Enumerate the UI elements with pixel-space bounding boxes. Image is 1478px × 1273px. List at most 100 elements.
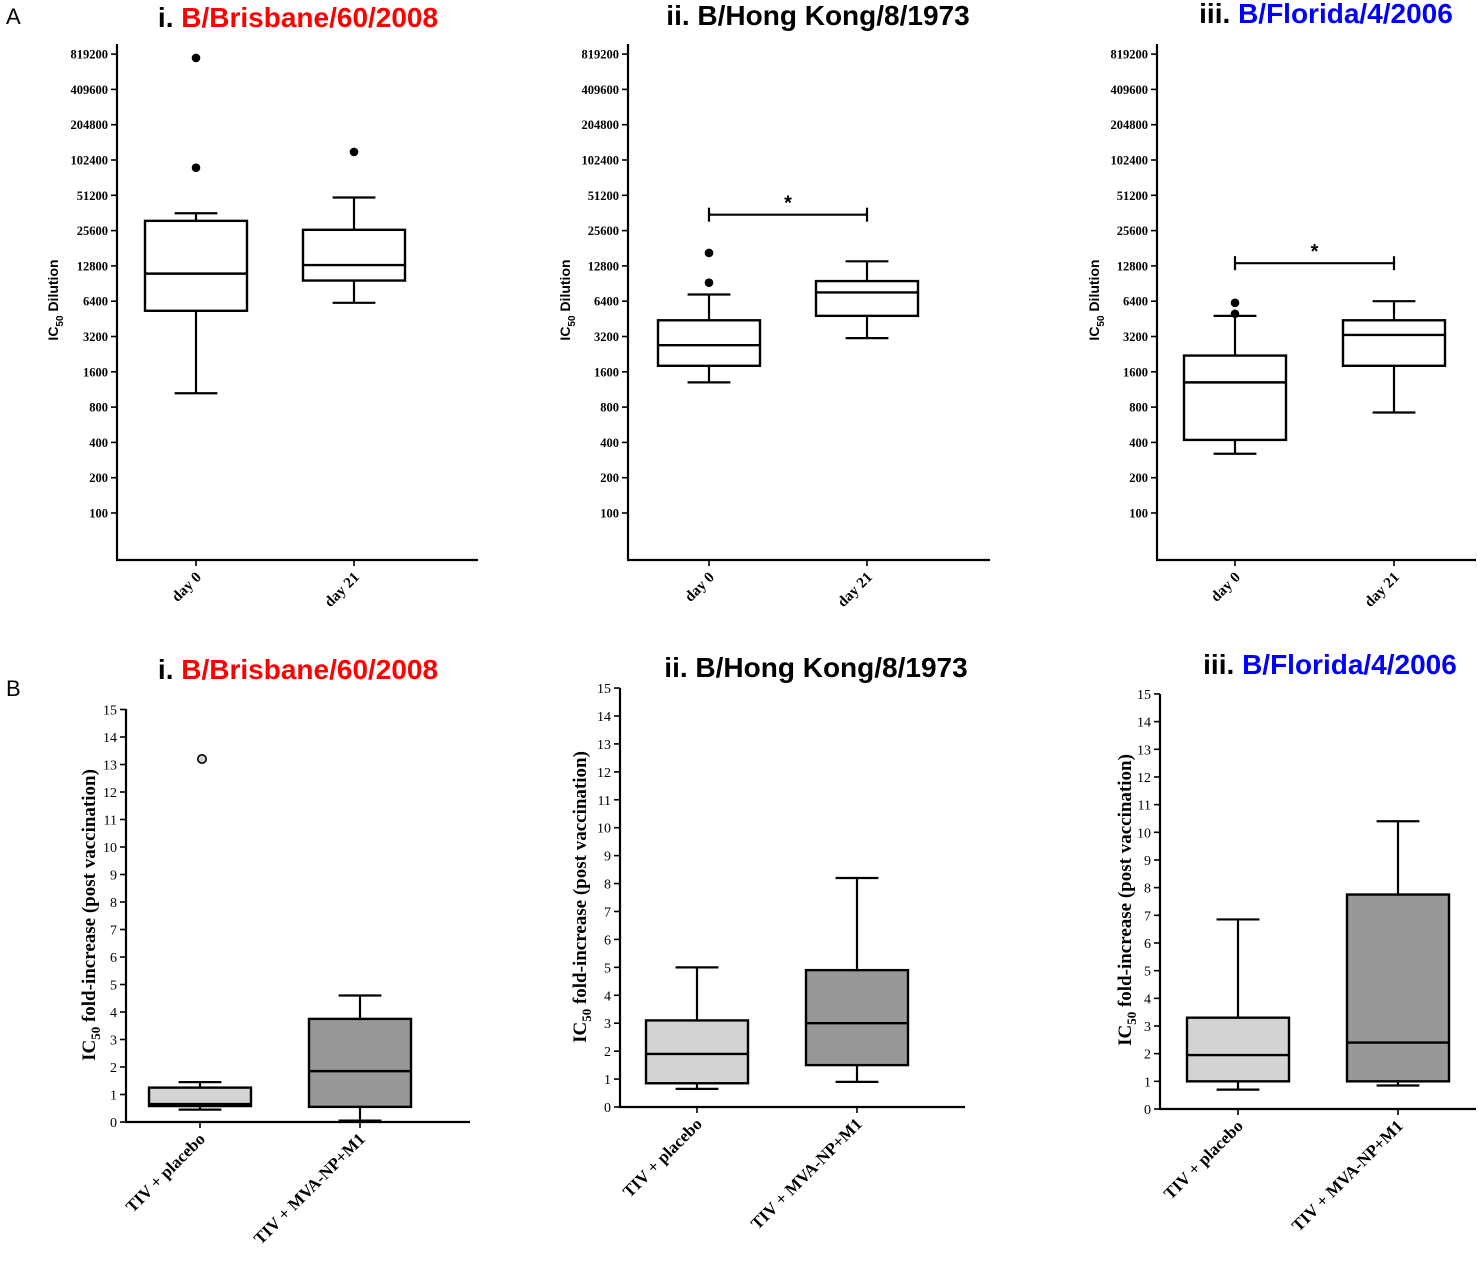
outlier-point	[349, 147, 359, 157]
category-label: TIV + placebo	[122, 1129, 209, 1216]
category-label: day 21	[322, 570, 363, 611]
y-tick-label: 4	[1144, 992, 1151, 1007]
y-label-main: IC	[570, 1022, 591, 1043]
y-axis-label: IC50 fold-increase (post vaccination)	[79, 769, 103, 1061]
y-tick-label: 9	[1144, 854, 1151, 869]
y-tick-label: 100	[600, 507, 619, 521]
title-strain: B/Hong Kong/8/1973	[695, 652, 967, 683]
y-tick-label: 2	[604, 1045, 611, 1060]
y-tick-label: 100	[1129, 507, 1148, 521]
y-label-main: IC	[557, 327, 573, 341]
chart-title: iii. B/Florida/4/2006	[1199, 0, 1453, 29]
y-tick-label: 200	[1129, 471, 1148, 485]
y-tick-label: 400	[89, 436, 108, 450]
y-tick-label: 200	[600, 471, 619, 485]
box-iqr	[143, 219, 249, 313]
y-tick-label: 12800	[588, 259, 619, 273]
y-tick-label: 0	[110, 1116, 117, 1131]
y-tick-label: 3	[1144, 1020, 1151, 1035]
panel-label-b: B	[6, 676, 21, 701]
category-label: day 0	[169, 570, 205, 606]
y-tick-label: 25600	[1117, 224, 1148, 238]
y-tick-label: 8	[110, 896, 117, 911]
y-label-sub: 50	[1096, 315, 1107, 327]
y-tick-label: 10	[1137, 826, 1151, 841]
y-tick-label: 8	[1144, 882, 1151, 897]
y-axis-label: IC50 Dilution	[45, 259, 66, 340]
outlier-point	[704, 248, 714, 258]
y-tick-label: 12	[103, 786, 117, 801]
y-tick-label: 1600	[83, 365, 108, 379]
category-label: day 0	[1208, 570, 1244, 606]
y-tick-label: 6	[604, 933, 611, 948]
y-tick-label: 4	[604, 989, 611, 1004]
box-iqr	[804, 968, 910, 1067]
y-tick-label: 7	[604, 905, 611, 920]
box-iqr	[1345, 893, 1451, 1083]
y-tick-label: 819200	[582, 48, 620, 62]
panel-label-a: A	[6, 4, 21, 29]
y-tick-label: 10	[597, 822, 611, 837]
chart-b1: i. B/Brisbane/60/20080123456789101112131…	[79, 654, 470, 1248]
outlier-point	[1230, 298, 1240, 308]
y-tick-label: 51200	[1117, 189, 1148, 203]
y-tick-label: 2	[110, 1061, 117, 1076]
y-label-sub: 50	[567, 315, 578, 327]
y-tick-label: 15	[597, 682, 611, 697]
y-tick-label: 11	[598, 794, 611, 809]
y-label-main: IC	[1115, 1025, 1136, 1046]
y-label-rest: Dilution	[45, 259, 61, 315]
y-tick-label: 51200	[77, 189, 108, 203]
y-tick-label: 1600	[1123, 365, 1148, 379]
y-tick-label: 400	[1129, 436, 1148, 450]
title-strain: B/Brisbane/60/2008	[181, 654, 438, 685]
y-axis-label: IC50 Dilution	[1086, 259, 1107, 340]
y-tick-label: 800	[1129, 401, 1148, 415]
y-tick-label: 6	[110, 951, 117, 966]
y-tick-label: 1	[1144, 1075, 1151, 1090]
y-tick-label: 204800	[582, 118, 620, 132]
chart-title: i. B/Brisbane/60/2008	[158, 2, 438, 33]
chart-a2: ii. B/Hong Kong/8/1973 100 200 400 800 1600 32…	[557, 0, 990, 611]
title-strain: B/Florida/4/2006	[1242, 649, 1457, 680]
y-tick-label: 400	[600, 436, 619, 450]
y-tick-label: 1	[110, 1089, 117, 1104]
y-tick-label: 409600	[71, 83, 109, 97]
y-tick-label: 9	[110, 869, 117, 884]
y-tick-label: 13	[103, 759, 117, 774]
y-tick-label: 1600	[594, 365, 619, 379]
y-tick-label: 102400	[1111, 154, 1149, 168]
y-tick-label: 15	[103, 704, 117, 719]
box-iqr	[1185, 1016, 1291, 1083]
y-tick-label: 102400	[582, 154, 620, 168]
y-label-sub: 50	[1124, 1012, 1139, 1025]
box-iqr	[307, 1017, 413, 1109]
y-tick-label: 14	[103, 731, 117, 746]
chart-title: ii. B/Hong Kong/8/1973	[666, 0, 969, 31]
chart-title: i. B/Brisbane/60/2008	[158, 654, 438, 685]
y-tick-label: 204800	[71, 118, 109, 132]
y-tick-label: 9	[604, 850, 611, 865]
category-label: day 21	[1362, 570, 1403, 611]
title-prefix: i.	[158, 2, 181, 33]
y-tick-label: 100	[89, 507, 108, 521]
y-tick-label: 200	[89, 471, 108, 485]
box-iqr	[147, 1086, 253, 1108]
y-tick-label: 14	[597, 710, 611, 725]
y-label-main: IC	[45, 327, 61, 341]
category-label: TIV + MVA-NP+M1	[747, 1114, 866, 1233]
y-tick-label: 10	[103, 841, 117, 856]
significance-label: *	[1311, 241, 1319, 263]
y-label-sub: 50	[579, 1009, 594, 1022]
title-prefix: ii.	[664, 652, 695, 683]
chart-b3: iii. B/Florida/4/20060123456789101112131…	[1115, 649, 1476, 1235]
box-iqr	[301, 228, 407, 282]
box-iqr	[1341, 319, 1447, 368]
category-label: TIV + placebo	[619, 1114, 706, 1201]
outlier-point	[191, 163, 201, 173]
y-label-main: IC	[79, 1040, 100, 1061]
y-tick-label: 800	[600, 401, 619, 415]
y-tick-label: 8	[604, 878, 611, 893]
y-tick-label: 3200	[1123, 330, 1148, 344]
